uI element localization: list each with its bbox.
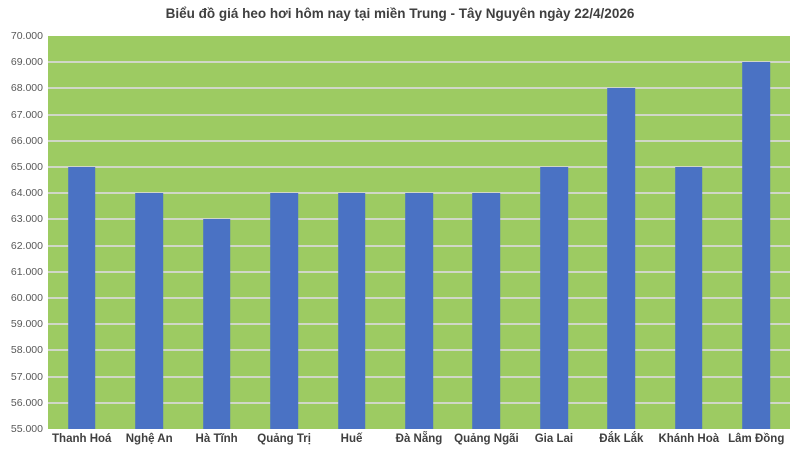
y-tick-label: 59.000 xyxy=(10,318,43,331)
gridline xyxy=(48,87,790,90)
y-tick-label: 57.000 xyxy=(10,370,43,383)
y-tick-label: 60.000 xyxy=(10,291,43,304)
y-tick-label: 67.000 xyxy=(10,108,43,121)
y-tick-label: 65.000 xyxy=(10,160,43,173)
y-tick-label: 69.000 xyxy=(10,56,43,69)
bar-Khánh Hoà xyxy=(675,167,703,429)
x-tick-label: Thanh Hoá xyxy=(52,433,112,445)
y-tick-label: 56.000 xyxy=(10,396,43,409)
x-tick-label: Quảng Trị xyxy=(257,433,311,445)
x-tick-label: Nghệ An xyxy=(125,433,173,445)
y-tick-label: 63.000 xyxy=(10,213,43,226)
x-tick-label: Gia Lai xyxy=(534,433,574,445)
bar-Đà Nẵng xyxy=(405,193,433,429)
gridline xyxy=(48,192,790,195)
gridline xyxy=(48,139,790,142)
y-tick-label: 70.000 xyxy=(10,30,43,42)
bar-Quảng Ngãi xyxy=(472,193,501,429)
y-tick-label: 64.000 xyxy=(10,187,43,200)
y-tick-label: 58.000 xyxy=(10,344,43,357)
bar-Hà Tĩnh xyxy=(202,219,231,429)
x-tick-label: Đắk Lắk xyxy=(599,433,644,445)
bar-Đắk Lắk xyxy=(607,88,636,429)
x-tick-label: Khánh Hoà xyxy=(658,433,720,445)
y-tick-label: 68.000 xyxy=(10,82,43,95)
y-tick-label: 61.000 xyxy=(10,265,43,278)
x-tick-label: Huế xyxy=(340,433,363,445)
plot-area xyxy=(48,36,790,429)
y-tick-label: 66.000 xyxy=(10,134,43,147)
gridline xyxy=(48,113,790,116)
bar-Quảng Trị xyxy=(270,193,298,429)
bar-Lâm Đồng xyxy=(742,62,771,429)
x-tick-label: Đà Nẵng xyxy=(395,433,443,445)
y-axis: 70.000 69.000 68.000 67.000 66.000 65.000 64.0… xyxy=(0,30,43,435)
gridline xyxy=(48,165,790,168)
y-tick-label: 55.000 xyxy=(10,423,43,435)
x-tick-label: Lâm Đồng xyxy=(728,433,785,445)
bar-Gia Lai xyxy=(540,167,568,429)
bar-Nghệ An xyxy=(135,193,163,429)
bar-Thanh Hoá xyxy=(67,167,96,429)
gridline xyxy=(48,61,790,64)
x-tick-label: Hà Tĩnh xyxy=(195,433,238,445)
y-tick-label: 62.000 xyxy=(10,239,43,252)
chart-title: Biểu đồ giá heo hơi hôm nay tại miền Tru… xyxy=(165,6,635,21)
bar-Huế xyxy=(337,193,366,429)
x-tick-label: Quảng Ngãi xyxy=(454,433,519,445)
x-axis: Thanh Hoá Nghệ An Hà Tĩnh Quảng Trị Huế Đà Nẵ… xyxy=(48,433,790,453)
